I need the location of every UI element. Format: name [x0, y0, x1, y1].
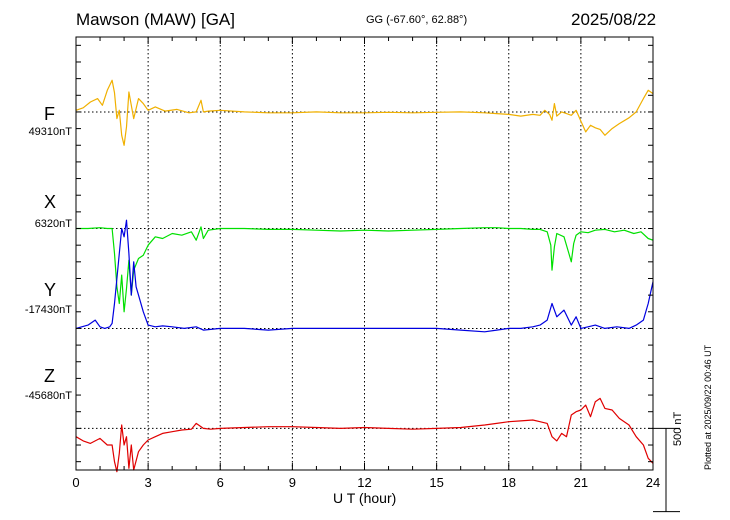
x-tick-label-3: 3: [145, 475, 152, 490]
station-title: Mawson (MAW) [GA]: [76, 10, 235, 29]
f-component-label: F: [44, 104, 55, 124]
x-tick-label-0: 0: [72, 475, 79, 490]
x-tick-label-9: 9: [289, 475, 296, 490]
plotted-timestamp: Plotted at 2025/09/22 00:46 UT: [703, 344, 713, 470]
y-baseline-value: -17430nT: [24, 304, 72, 316]
series-z: [75, 397, 654, 473]
series-layer: [75, 79, 654, 473]
x-tick-label-12: 12: [357, 475, 371, 490]
date-label: 2025/08/22: [571, 10, 657, 29]
series-x: [76, 226, 654, 313]
scale-bar: [653, 427, 680, 513]
x-axis-label: U T (hour): [333, 490, 397, 506]
x-tick-label-18: 18: [502, 475, 516, 490]
series-f: [75, 79, 654, 146]
grid-layer: [76, 37, 653, 470]
geo-coordinates: GG (-67.60°, 62.88°): [366, 14, 468, 26]
y-component-label: Y: [44, 280, 57, 300]
f-baseline-value: 49310nT: [28, 126, 72, 138]
z-baseline-value: -45680nT: [24, 390, 72, 402]
x-tick-label-15: 15: [429, 475, 443, 490]
z-component-label: Z: [44, 366, 55, 386]
tick-layer: 0 3 6 9 12 15 18 21 24: [72, 37, 660, 490]
x-baseline-value: 6320nT: [34, 218, 72, 230]
series-y: [75, 219, 654, 333]
x-tick-label-21: 21: [574, 475, 588, 490]
x-tick-label-6: 6: [217, 475, 224, 490]
x-component-label: X: [44, 192, 57, 212]
scale-bar-label: 500 nT: [672, 411, 684, 446]
x-tick-label-24: 24: [646, 475, 660, 490]
